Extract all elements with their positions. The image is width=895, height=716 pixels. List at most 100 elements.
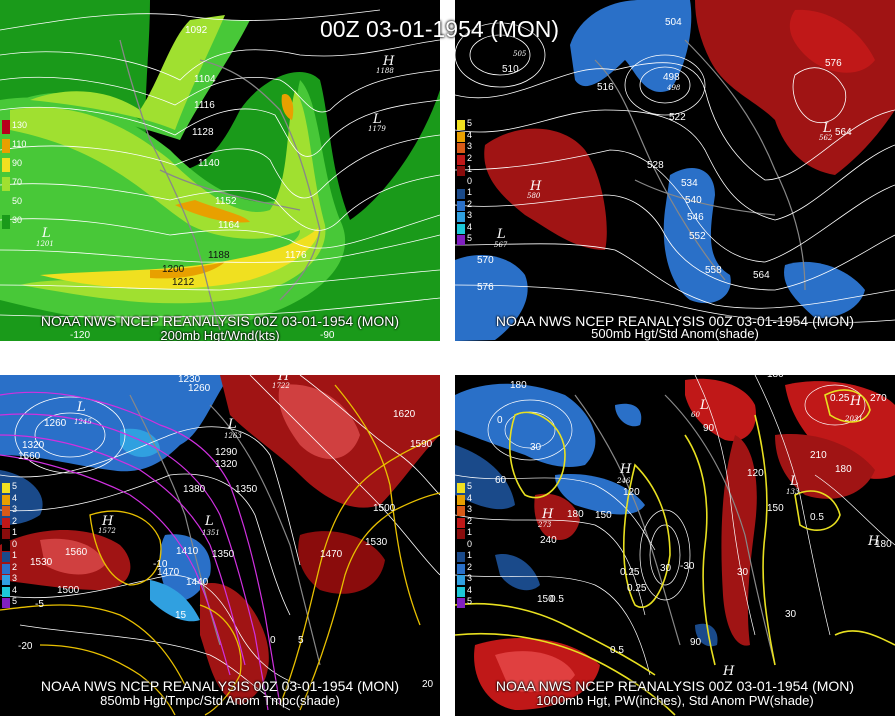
height-contours-200mb [0, 9, 440, 318]
legend-label: 110 [12, 139, 27, 149]
contour-label: 1560 [65, 547, 88, 558]
low-center-value: 1201 [36, 240, 54, 248]
legend-label: 1 [467, 187, 473, 197]
low-center-marker: L [822, 121, 832, 136]
pressure-centers-200mb: H 1188 L 1179 L 1201 [36, 54, 395, 248]
legend-item: 3 [0, 573, 30, 585]
contour-label: 558 [705, 265, 722, 276]
anom-red-west [484, 128, 607, 250]
high-center-marker: H [722, 664, 735, 679]
low-center-value: 498 [666, 84, 681, 92]
low-center-marker: L [41, 226, 51, 241]
height-contours-850mb [0, 375, 440, 711]
contour-label: 1092 [185, 25, 208, 36]
anom-blue-sw [495, 554, 540, 591]
temp-label: 0 [270, 635, 276, 646]
coastlines-200mb [119, 39, 321, 331]
contour-label: 564 [753, 270, 770, 281]
legend-swatch [457, 131, 465, 142]
legend-item: 2 [455, 153, 485, 165]
legend-item: 5 [455, 481, 485, 493]
anom-red-ne-core [789, 9, 875, 73]
map-850mb: 1230 1260 1260 1290 1320 1320 1350 1350 … [0, 375, 440, 716]
lon-label: -120 [70, 330, 90, 341]
legend-label: 4 [12, 584, 18, 595]
legend-label: 3 [12, 504, 18, 514]
legend-item: 30 [0, 213, 30, 232]
legend-item: 0 [0, 539, 30, 551]
contour-label: 120 [623, 487, 640, 498]
anom-red-w [534, 493, 580, 540]
contour-label: 1350 [235, 484, 258, 495]
pw-labels-1000mb: 0.25 0.25 0.25 0.5 0.5 0.5 [550, 393, 850, 656]
legend-item: 5 [0, 596, 30, 608]
legend-item: 3 [455, 141, 485, 153]
contour-label: 1620 [393, 409, 416, 420]
legend-swatch [457, 506, 465, 516]
legend-swatch [457, 120, 465, 130]
contour-labels-200mb: 1092 1104 1116 1128 1140 1152 1164 1176 … [162, 25, 307, 288]
anom-blue-center [555, 474, 645, 515]
anomaly-shading-850mb [0, 375, 440, 705]
high-center-marker: H [277, 375, 290, 384]
temp-label: -10 [153, 559, 168, 570]
high-center-value: 273 [537, 521, 552, 529]
legend-swatch [457, 223, 465, 234]
contour-label: 1200 [162, 264, 185, 275]
legend-swatch [457, 598, 465, 608]
contour-label: 510 [502, 64, 519, 75]
contour-label: 30 [660, 563, 672, 574]
legend-item: 5 [455, 596, 485, 608]
contour-label: 528 [647, 160, 664, 171]
contour-label: 1176 [285, 250, 307, 261]
legend-label: 3 [467, 141, 473, 151]
contour-label: 90 [703, 423, 715, 434]
legend-swatch [457, 212, 465, 222]
contour-label: 540 [685, 195, 702, 206]
contour-label: 150 [537, 594, 554, 605]
legend-label: 1 [12, 527, 18, 537]
legend-item: 90 [0, 156, 30, 175]
anomaly-legend-500mb: 5 4 3 2 1 0 1 2 3 4 5 [455, 118, 485, 245]
legend-swatch [457, 494, 465, 505]
legend-label: 0 [12, 538, 18, 549]
legend-label: 90 [12, 158, 23, 168]
pressure-centers-500mb: H 580 498 L 562 L 567 505 [494, 50, 833, 249]
low-center-value: 60 [691, 411, 700, 419]
legend-label: 0 [467, 175, 473, 186]
low-center-marker: L [227, 417, 237, 432]
legend-item: 70 [0, 175, 30, 194]
contour-labels-500mb: 498 504 510 516 522 528 534 540 546 552 … [477, 17, 770, 293]
anom-red-west-core [40, 538, 105, 575]
legend-item: 4 [0, 585, 30, 597]
legend-swatch [457, 586, 465, 597]
temp-label: 5 [298, 635, 304, 646]
wind-shade-70 [10, 90, 326, 304]
wind-shade-70b [30, 15, 225, 130]
contour-label: 1350 [212, 549, 235, 560]
low-center-marker: L [204, 514, 214, 529]
contour-labels-850mb: 1230 1260 1260 1290 1320 1320 1350 1350 … [18, 375, 433, 596]
legend-item: 2 [455, 199, 485, 211]
legend-item: 1 [455, 187, 485, 199]
anom-red-ne [785, 381, 895, 479]
low-center-marker: L [76, 400, 86, 415]
legend-item: 4 [455, 222, 485, 234]
low-center-marker: L [699, 398, 709, 413]
high-center-marker: H [867, 534, 880, 549]
legend-swatch [2, 563, 10, 574]
coastlines-1000mb [574, 394, 776, 666]
contour-label: 30 [737, 567, 749, 578]
temperature-contours-yellow [0, 384, 440, 716]
legend-label: 0 [467, 538, 473, 549]
contour-label: 1230 [178, 375, 201, 385]
high-center-marker: H [619, 462, 632, 477]
legend-swatch [2, 586, 10, 597]
contour-label: 150 [767, 503, 784, 514]
contour-label: 1260 [44, 418, 67, 429]
legend-item: 2 [0, 562, 30, 574]
contour-label: 1590 [410, 439, 433, 450]
contour-label: 516 [597, 82, 614, 93]
legend-label: 1 [467, 164, 473, 174]
